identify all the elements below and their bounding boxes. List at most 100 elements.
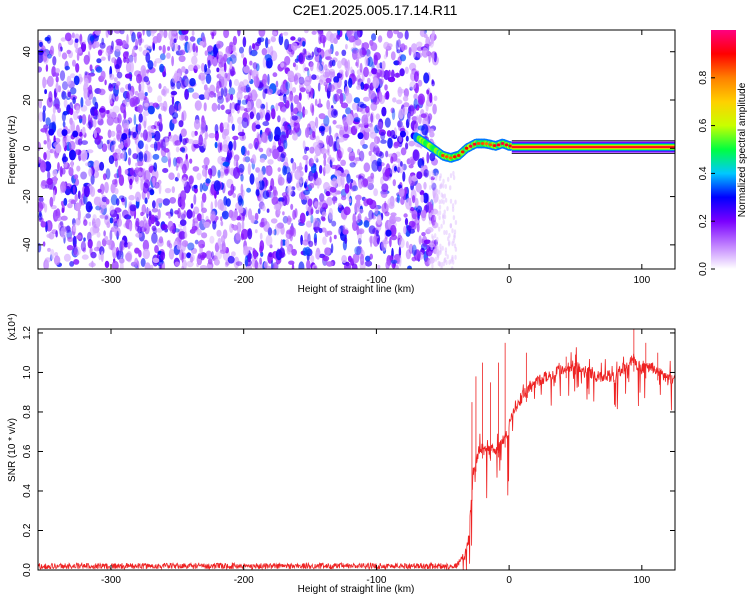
noise-speckle [253, 249, 258, 260]
ridge-blob [48, 128, 55, 136]
noise-speckle [151, 232, 158, 244]
noise-speckle [372, 77, 380, 89]
noise-speckle [336, 88, 343, 94]
noise-speckle [394, 72, 401, 78]
noise-speckle [152, 200, 156, 209]
noise-speckle [413, 93, 418, 100]
noise-speckle [317, 206, 323, 212]
noise-speckle [305, 146, 310, 151]
noise-speckle [110, 194, 118, 206]
tone-band [511, 146, 675, 148]
noise-speckle [159, 63, 165, 73]
noise-speckle [326, 99, 331, 110]
noise-speckle [61, 156, 68, 163]
noise-speckle [271, 108, 276, 120]
noise-speckle [397, 184, 402, 189]
noise-speckle [397, 31, 404, 39]
noise-speckle [121, 149, 126, 162]
noise-speckle [311, 30, 317, 35]
noise-speckle [109, 205, 115, 215]
noise-speckle [133, 45, 139, 51]
noise-speckle [437, 189, 441, 195]
noise-speckle [49, 196, 54, 207]
noise-speckle [240, 174, 244, 182]
noise-speckle [97, 196, 102, 207]
noise-speckle [60, 215, 68, 221]
noise-speckle [94, 135, 102, 145]
noise-speckle [142, 110, 150, 117]
noise-speckle [345, 92, 353, 104]
noise-speckle [231, 251, 236, 257]
noise-speckle [396, 99, 403, 105]
noise-speckle [191, 55, 198, 65]
ridge-blob [72, 130, 79, 138]
noise-speckle [159, 53, 166, 61]
noise-speckle [391, 69, 395, 79]
noise-speckle [185, 153, 188, 161]
noise-speckle [421, 47, 429, 58]
noise-speckle [302, 48, 307, 55]
noise-speckle [242, 36, 247, 48]
y-tick-label: 0.4 [22, 484, 33, 498]
noise-speckle [361, 49, 367, 56]
noise-speckle [179, 219, 187, 227]
noise-speckle [318, 98, 321, 107]
noise-speckle [385, 49, 389, 58]
noise-speckle [318, 34, 322, 45]
noise-speckle [421, 232, 426, 237]
noise-speckle [214, 123, 219, 134]
noise-speckle [118, 174, 125, 186]
noise-speckle [221, 76, 228, 89]
noise-speckle [220, 205, 227, 212]
noise-speckle [290, 105, 294, 118]
noise-speckle [163, 148, 170, 153]
noise-speckle [189, 78, 196, 87]
noise-speckle [318, 125, 326, 132]
noise-speckle [116, 152, 122, 161]
noise-speckle [268, 252, 273, 258]
noise-speckle [375, 229, 379, 237]
noise-speckle [411, 244, 417, 256]
noise-speckle [180, 243, 186, 253]
noise-speckle [439, 184, 442, 190]
noise-speckle [340, 102, 349, 109]
noise-speckle [341, 195, 347, 201]
noise-speckle [89, 64, 93, 71]
noise-speckle [416, 46, 424, 52]
noise-speckle [138, 171, 143, 177]
noise-speckle [430, 245, 433, 251]
noise-speckle [54, 152, 59, 159]
noise-speckle [251, 122, 257, 132]
noise-speckle [407, 265, 412, 269]
noise-speckle [198, 134, 203, 146]
noise-speckle [99, 183, 105, 195]
noise-speckle [52, 56, 57, 66]
noise-speckle [184, 233, 188, 238]
noise-speckle [324, 247, 331, 256]
noise-speckle [213, 46, 218, 58]
noise-speckle [140, 258, 146, 267]
noise-speckle [440, 192, 443, 198]
noise-speckle [159, 30, 164, 39]
noise-speckle [219, 243, 227, 252]
noise-speckle [344, 59, 349, 71]
noise-speckle [158, 236, 164, 244]
noise-speckle [109, 230, 113, 241]
colorbar-tick-label: 0.0 [698, 262, 709, 276]
noise-speckle [308, 90, 311, 98]
noise-speckle [87, 51, 91, 63]
noise-speckle [396, 194, 400, 204]
noise-speckle [177, 172, 180, 179]
noise-speckle [69, 261, 75, 267]
noise-speckle [135, 162, 139, 167]
noise-speckle [183, 74, 188, 80]
noise-speckle [167, 46, 171, 51]
noise-speckle [355, 194, 362, 201]
noise-speckle [451, 203, 455, 209]
noise-speckle [434, 175, 438, 181]
noise-speckle [344, 261, 351, 269]
noise-speckle [147, 125, 155, 132]
noise-speckle [220, 235, 226, 244]
noise-speckle [82, 126, 86, 136]
noise-speckle [118, 195, 125, 200]
